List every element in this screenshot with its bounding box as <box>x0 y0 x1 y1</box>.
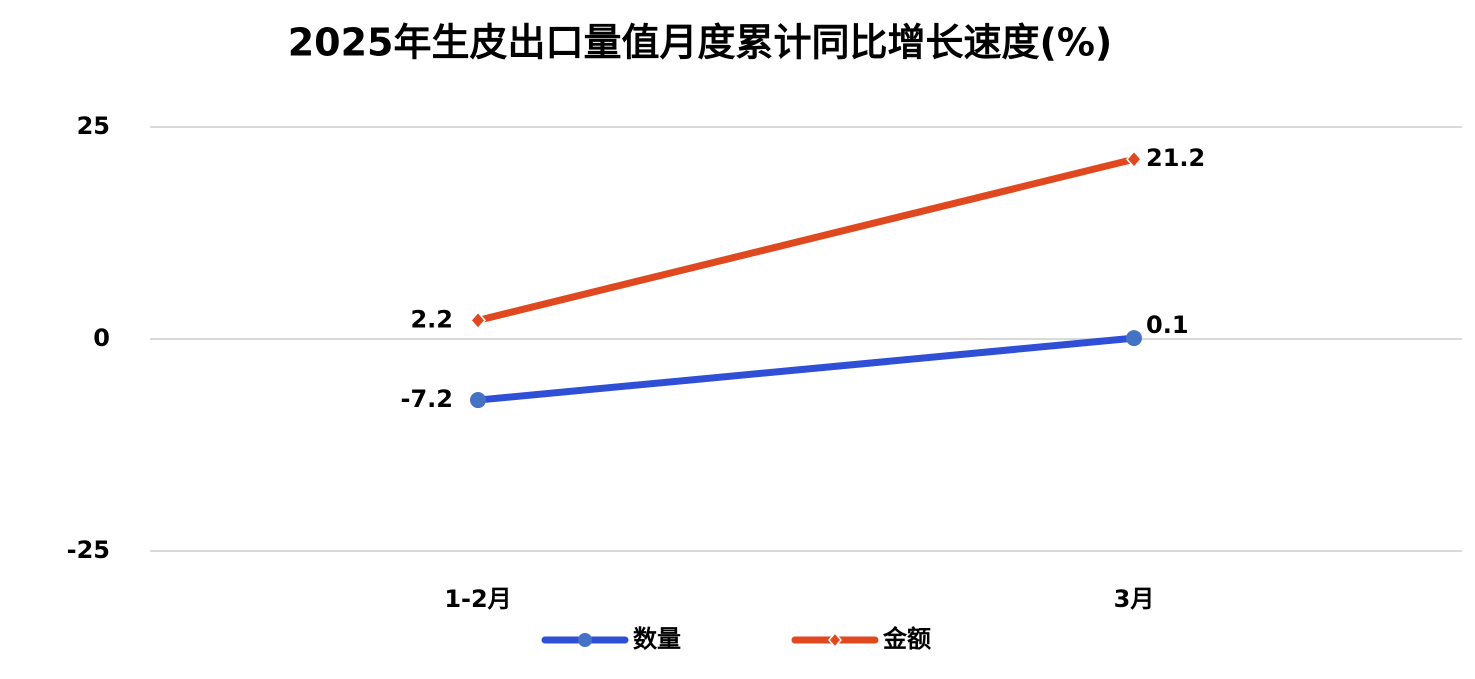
legend-marker <box>578 633 592 647</box>
data-label: 0.1 <box>1146 311 1189 339</box>
data-label: -7.2 <box>401 385 453 413</box>
chart-title: 2025年生皮出口量值月度累计同比增长速度(%) <box>288 21 1113 65</box>
legend-label: 金额 <box>882 625 931 653</box>
point <box>470 311 486 330</box>
series-line <box>474 155 1138 324</box>
point <box>1126 150 1142 169</box>
point <box>470 392 486 409</box>
x-tick-label: 3月 <box>1114 585 1155 613</box>
series-line <box>474 334 1138 404</box>
y-tick-label: -25 <box>67 536 110 564</box>
x-tick-label: 1-2月 <box>444 585 511 613</box>
y-tick-label: 25 <box>77 112 110 140</box>
data-label: 21.2 <box>1146 144 1205 172</box>
y-tick-label: 0 <box>93 324 110 352</box>
point <box>1126 330 1142 347</box>
legend-marker <box>828 631 842 649</box>
data-label: 2.2 <box>410 305 453 333</box>
legend-label: 数量 <box>633 625 681 653</box>
